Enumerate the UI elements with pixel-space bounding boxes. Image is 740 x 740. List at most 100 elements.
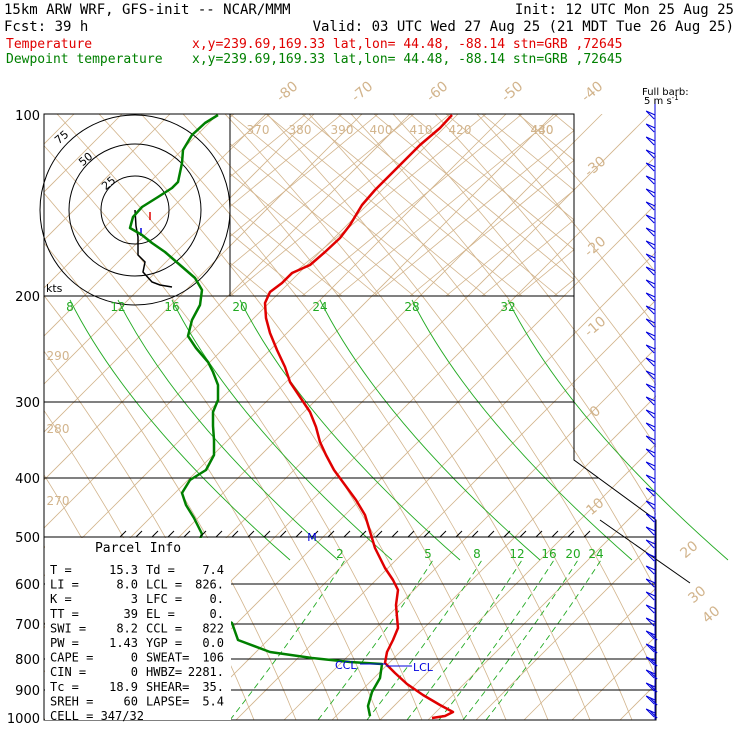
upper-adiabat-line xyxy=(265,114,487,296)
dewpoint-profile xyxy=(128,114,384,717)
wind-barb-flag xyxy=(645,539,655,549)
parcel-info-label: CAPE = xyxy=(50,651,93,665)
upper-adiabat-line xyxy=(698,114,740,296)
upper-adiabat-line xyxy=(590,114,740,296)
theta-label-left: 280 xyxy=(47,422,70,436)
wind-barb-shaft xyxy=(645,188,656,194)
pressure-label: 900 xyxy=(15,684,40,699)
theta-label: 370 xyxy=(247,123,270,137)
parcel-info-label: CELL = 347/32 xyxy=(50,709,144,723)
wind-barb-flag xyxy=(645,357,655,367)
freezing-hatch xyxy=(247,530,255,538)
isotherm-label: 40 xyxy=(699,603,723,627)
temperature-profile xyxy=(263,114,455,720)
wind-barb-flag xyxy=(645,500,655,510)
header-line2-left: Fcst: 39 h xyxy=(4,19,88,35)
wind-barb-flag xyxy=(645,617,655,627)
isotherm-label: -70 xyxy=(349,78,377,105)
wind-barb-flag xyxy=(645,448,655,458)
hodograph-ring xyxy=(39,114,231,306)
dry-adiabat-line xyxy=(392,114,656,448)
parcel-info-value: 0. xyxy=(210,607,224,621)
upper-isotherm-line xyxy=(662,114,740,296)
parcel-info-label: LCL = xyxy=(146,578,182,592)
freezing-hatch xyxy=(567,530,575,538)
freezing-hatch xyxy=(311,530,319,538)
wind-barb-flag xyxy=(645,461,655,471)
sounding-profiles xyxy=(128,114,455,720)
upper-isotherm-line xyxy=(517,249,574,296)
mixing-ratio-label-lower: 12 xyxy=(509,547,524,561)
pressure-label: 800 xyxy=(15,653,40,668)
wind-barb-shaft xyxy=(645,175,656,181)
parcel-info-label: CIN = xyxy=(50,665,86,679)
wind-barb-shaft xyxy=(645,110,656,116)
pressure-label: 100 xyxy=(15,109,40,124)
hodograph-ring-label: 25 xyxy=(99,174,118,193)
wind-barb-shaft xyxy=(645,500,656,506)
pressure-label: 400 xyxy=(15,472,40,487)
isotherm-label: 0 xyxy=(587,403,604,421)
parcel-info-value: 18.9 xyxy=(109,680,138,694)
wind-barb-flag xyxy=(645,253,655,263)
isotherm-line xyxy=(283,347,656,720)
header-line1-right: Init: 12 UTC Mon 25 Aug 25 xyxy=(515,2,734,18)
dry-adiabat-line xyxy=(476,114,656,328)
wind-barb-flag xyxy=(645,383,655,393)
parcel-info-label: CCL = xyxy=(146,621,182,635)
wind-barb-shaft xyxy=(645,123,656,129)
freezing-hatch xyxy=(359,530,367,538)
wind-barb-flag xyxy=(645,240,655,250)
pressure-label: 500 xyxy=(15,531,40,546)
lcl-label: LCL xyxy=(413,661,434,674)
upper-adiabat-line xyxy=(230,232,307,296)
freezing-hatch xyxy=(519,530,527,538)
isotherm-label: -50 xyxy=(499,78,527,105)
ccl-label: CCL xyxy=(335,659,357,672)
isotherm-lines-upper xyxy=(0,114,740,296)
wind-barbs xyxy=(645,100,658,720)
wind-barb-flag xyxy=(645,292,655,302)
mixing-ratio-label: 24 xyxy=(312,300,327,314)
mixing-ratio-label-lower: 8 xyxy=(473,547,481,561)
mixing-ratio-curve xyxy=(239,299,461,561)
isotherm-line xyxy=(44,114,507,577)
upper-isotherm-line xyxy=(0,114,90,296)
dewpoint-legend-info: x,y=239.69,169.33 lat,lon= 44.48, -88.14… xyxy=(192,52,622,67)
parcel-info-value: 0 xyxy=(131,665,138,679)
parcel-info-label: HWBZ= xyxy=(146,665,182,679)
wind-barb-flag xyxy=(645,149,655,159)
wind-barb-flag xyxy=(645,331,655,341)
wind-barb-flag xyxy=(645,604,655,614)
freezing-level-marker: M xyxy=(307,531,317,544)
parcel-info-value: 3 xyxy=(131,592,138,606)
isotherm-line xyxy=(44,114,459,529)
parcel-info-label: EL = xyxy=(146,607,175,621)
wind-barb-flag xyxy=(645,422,655,432)
dry-adiabat-line xyxy=(0,100,2,720)
parcel-info-value: 39 xyxy=(124,607,138,621)
isotherm-label: 30 xyxy=(685,583,709,607)
theta-label: 440 xyxy=(531,123,554,137)
dry-adiabat-line xyxy=(44,294,297,720)
mixing-ratio-dashed-curve xyxy=(485,559,602,721)
freezing-hatch xyxy=(167,530,175,538)
isotherm-line xyxy=(475,539,656,720)
isotherm-line xyxy=(44,114,219,289)
parcel-info-value: 0.0 xyxy=(202,636,224,650)
freezing-hatch xyxy=(199,530,207,538)
wind-barb-flag xyxy=(645,279,655,289)
freezing-hatch xyxy=(295,530,303,538)
pressure-label: 700 xyxy=(15,618,40,633)
barb-legend-unit: 5 m s-1 xyxy=(644,94,679,107)
freezing-hatch xyxy=(263,530,271,538)
freezing-hatch xyxy=(343,530,351,538)
isotherm-label: 10 xyxy=(583,495,607,519)
wind-barb-shaft xyxy=(645,227,656,233)
header-line2-right: Valid: 03 UTC Wed 27 Aug 25 (21 MDT Tue … xyxy=(313,19,734,35)
upper-adiabat-line xyxy=(626,114,740,296)
upper-adiabat-line xyxy=(0,114,90,296)
isotherm-line xyxy=(44,114,267,337)
freezing-hatch xyxy=(423,530,431,538)
